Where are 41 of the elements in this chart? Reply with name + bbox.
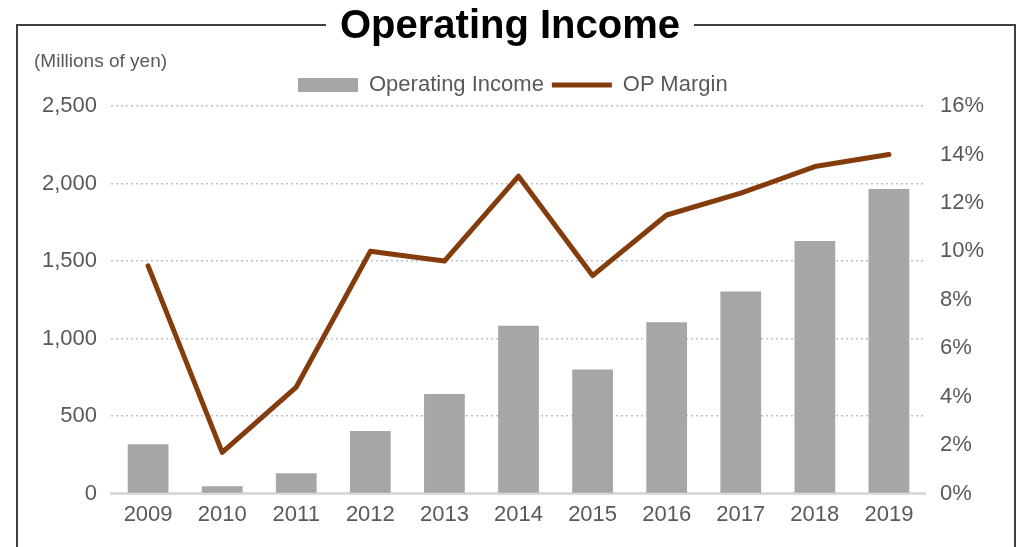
y-tick-label: 2,500	[41, 92, 98, 118]
x-tick-label: 2014	[494, 500, 543, 526]
bar	[349, 431, 391, 493]
bar	[720, 291, 762, 493]
y2-tick-label: 12%	[939, 188, 985, 214]
legend-label: Operating Income	[368, 71, 544, 97]
x-tick-label: 2017	[716, 500, 766, 526]
y2-tick-label: 8%	[939, 285, 972, 311]
x-tick-label: 2010	[197, 500, 247, 526]
legend-label: OP Margin	[622, 71, 728, 97]
x-tick-label: 2016	[642, 500, 692, 526]
x-tick-label: 2013	[419, 500, 469, 526]
y-tick-label: 0	[84, 479, 98, 505]
bar	[498, 325, 539, 493]
y-tick-label: 500	[60, 402, 98, 428]
y-tick-label: 1,500	[41, 247, 98, 273]
x-tick-label: 2018	[790, 500, 840, 526]
x-tick-label: 2009	[123, 500, 173, 526]
y2-tick-label: 6%	[939, 334, 972, 360]
bar	[201, 486, 243, 493]
chart-title: Operating Income	[325, 2, 695, 46]
bar	[127, 444, 169, 493]
y2-tick-label: 4%	[939, 382, 972, 408]
x-tick-label: 2011	[272, 500, 320, 526]
y2-tick-label: 10%	[939, 237, 985, 263]
bar	[868, 188, 910, 493]
y-axis-title: (Millions of yen)	[34, 50, 168, 72]
bar	[275, 473, 317, 493]
x-tick-label: 2012	[345, 500, 395, 526]
bar	[572, 369, 613, 493]
y2-tick-label: 0%	[939, 479, 972, 505]
x-tick-label: 2015	[568, 500, 618, 526]
y2-tick-label: 16%	[939, 92, 985, 118]
bar	[424, 393, 465, 493]
y-tick-label: 2,000	[41, 169, 98, 195]
y2-tick-label: 14%	[939, 140, 985, 166]
x-tick-label: 2019	[864, 500, 914, 526]
bar	[794, 241, 836, 493]
bar	[646, 322, 688, 493]
y-tick-label: 1,000	[41, 324, 98, 350]
y2-tick-label: 2%	[939, 431, 972, 457]
